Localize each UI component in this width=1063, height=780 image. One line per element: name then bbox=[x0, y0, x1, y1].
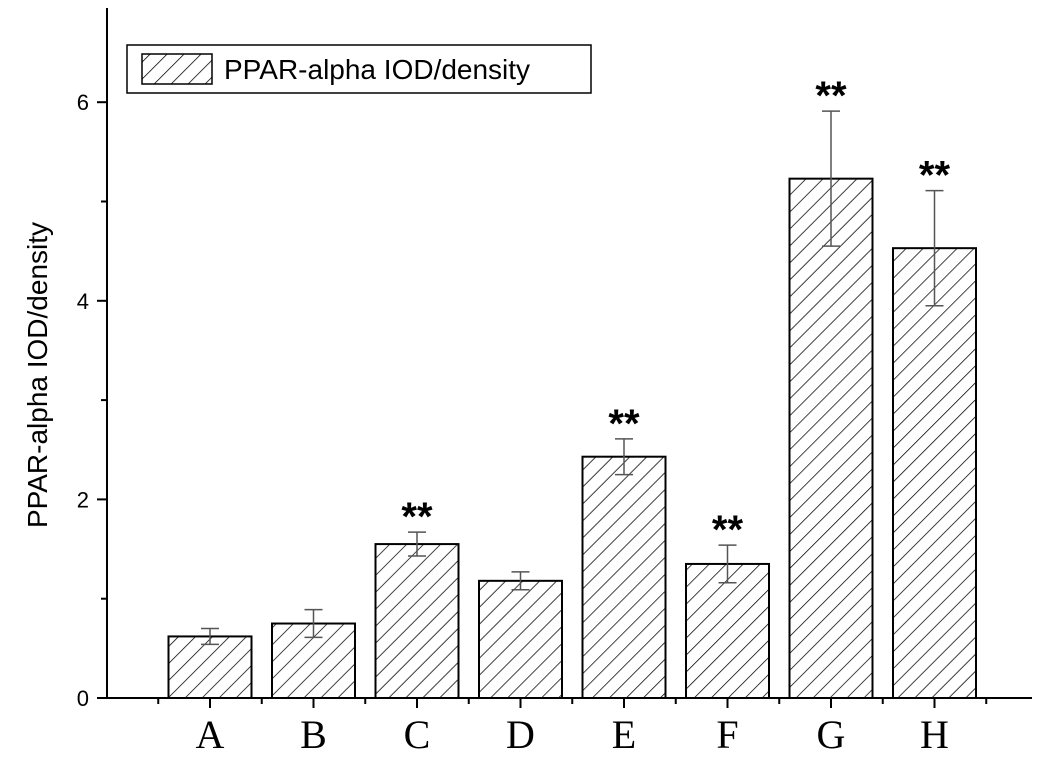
significance-marker-H: ** bbox=[919, 154, 951, 198]
legend-swatch bbox=[141, 53, 213, 85]
x-tick-label-H: H bbox=[920, 712, 949, 757]
significance-marker-C: ** bbox=[401, 495, 433, 539]
bar-G bbox=[788, 177, 874, 699]
y-axis-label: PPAR-alpha IOD/density bbox=[22, 222, 53, 528]
x-tick-label-F: F bbox=[716, 712, 738, 757]
y-tick-label: 4 bbox=[77, 289, 89, 314]
y-tick-label: 2 bbox=[77, 487, 89, 512]
bar-A bbox=[167, 635, 253, 700]
y-tick-label: 6 bbox=[77, 90, 89, 115]
significance-marker-G: ** bbox=[815, 74, 847, 118]
x-tick-label-B: B bbox=[300, 712, 327, 757]
bar-H bbox=[892, 247, 977, 700]
legend: PPAR-alpha IOD/density bbox=[126, 44, 592, 94]
significance-marker-F: ** bbox=[712, 508, 744, 552]
bar-D bbox=[478, 579, 563, 699]
significance-marker-E: ** bbox=[608, 402, 640, 446]
bar-F bbox=[685, 562, 770, 699]
bar-E bbox=[581, 455, 667, 699]
axes: 0 2 4 6 A B C D E F G H bbox=[77, 8, 1032, 757]
x-tick-label-A: A bbox=[196, 712, 225, 757]
x-tick-label-G: G bbox=[817, 712, 846, 757]
x-tick-label-E: E bbox=[612, 712, 636, 757]
x-tick-label-C: C bbox=[404, 712, 431, 757]
y-tick-label: 0 bbox=[77, 686, 89, 711]
bar-C bbox=[374, 543, 460, 700]
plot-area: ** ** ** ** ** bbox=[167, 74, 977, 700]
legend-label: PPAR-alpha IOD/density bbox=[224, 54, 530, 85]
x-tick-label-D: D bbox=[506, 712, 535, 757]
